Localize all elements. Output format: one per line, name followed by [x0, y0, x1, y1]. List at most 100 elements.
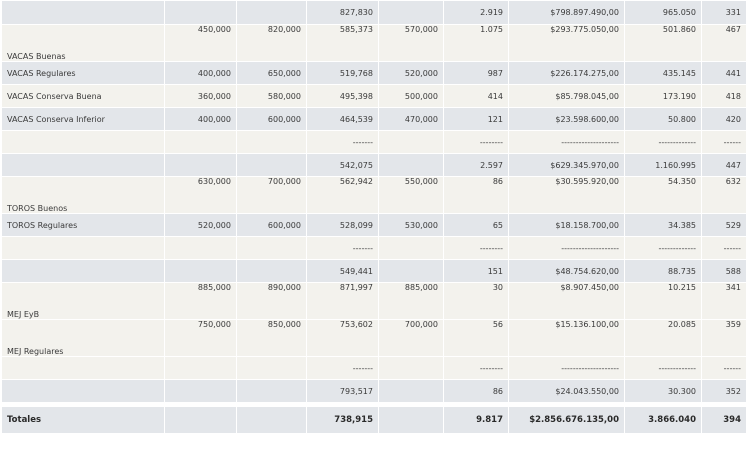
head-count-cell: 30 [443, 282, 509, 320]
head-count-cell: 414 [443, 84, 509, 108]
head-count-cell: 86 [443, 379, 509, 403]
avg-price-cell: ------- [306, 356, 379, 380]
kilos-cell: ------------- [624, 236, 702, 260]
head-count-cell: 65 [443, 213, 509, 237]
mode-price-cell: 500,000 [378, 84, 444, 108]
category-cell [1, 153, 165, 177]
min-price-cell: 630,000 [164, 176, 237, 214]
head-count-cell: 151 [443, 259, 509, 283]
max-price-cell [236, 379, 307, 403]
min-price-cell: 400,000 [164, 107, 237, 131]
max-price-cell: 600,000 [236, 107, 307, 131]
amount-cell: $15.136.100,00 [508, 319, 625, 357]
max-price-cell [236, 130, 307, 154]
mode-price-cell: 530,000 [378, 213, 444, 237]
min-price-cell [164, 236, 237, 260]
amount-cell: $629.345.970,00 [508, 153, 625, 177]
kilos-cell: 54.350 [624, 176, 702, 214]
table-row: MEJ Regulares 750,000 850,000 753,602 70… [1, 319, 747, 357]
category-cell: TOROS Buenos [1, 176, 165, 214]
amount-cell: $8.907.450,00 [508, 282, 625, 320]
max-price-cell: 820,000 [236, 24, 307, 62]
mode-price-cell: 550,000 [378, 176, 444, 214]
avg-price-cell: 464,539 [306, 107, 379, 131]
head-count-cell: 86 [443, 176, 509, 214]
livestock-summary-table: 827,830 2.919 $798.897.490,00 965.050 33… [1, 0, 747, 434]
category-cell: VACAS Conserva Buena [1, 84, 165, 108]
avg-weight-cell: 359 [701, 319, 747, 357]
head-count-cell: -------- [443, 236, 509, 260]
category-cell: VACAS Conserva Inferior [1, 107, 165, 131]
min-price-cell: 400,000 [164, 61, 237, 85]
max-price-cell [236, 406, 307, 434]
max-price-cell: 650,000 [236, 61, 307, 85]
avg-weight-cell: 352 [701, 379, 747, 403]
table-row: 827,830 2.919 $798.897.490,00 965.050 33… [1, 0, 747, 25]
avg-price-cell: ------- [306, 236, 379, 260]
min-price-cell: 750,000 [164, 319, 237, 357]
avg-weight-cell: 420 [701, 107, 747, 131]
avg-price-cell: ------- [306, 130, 379, 154]
subtotal-row: 793,517 86 $24.043.550,00 30.300 352 [1, 379, 747, 403]
mode-price-cell [378, 0, 444, 25]
table-row: VACAS Regulares 400,000 650,000 519,768 … [1, 61, 747, 85]
avg-weight-cell: 447 [701, 153, 747, 177]
avg-price-cell: 549,441 [306, 259, 379, 283]
max-price-cell [236, 356, 307, 380]
head-count-cell: -------- [443, 356, 509, 380]
avg-price-cell: 585,373 [306, 24, 379, 62]
max-price-cell: 600,000 [236, 213, 307, 237]
avg-weight-cell: 394 [701, 406, 747, 434]
min-price-cell [164, 259, 237, 283]
amount-cell: $30.595.920,00 [508, 176, 625, 214]
totals-label: Totales [1, 406, 165, 434]
avg-weight-cell: 418 [701, 84, 747, 108]
category-cell: MEJ Regulares [1, 319, 165, 357]
head-count-cell: 2.597 [443, 153, 509, 177]
min-price-cell: 450,000 [164, 24, 237, 62]
amount-cell: $2.856.676.135,00 [508, 406, 625, 434]
head-count-cell: 2.919 [443, 0, 509, 25]
amount-cell: $18.158.700,00 [508, 213, 625, 237]
min-price-cell [164, 379, 237, 403]
kilos-cell: ------------- [624, 356, 702, 380]
max-price-cell [236, 0, 307, 25]
avg-price-cell: 562,942 [306, 176, 379, 214]
avg-weight-cell: 529 [701, 213, 747, 237]
amount-cell: $293.775.050,00 [508, 24, 625, 62]
mode-price-cell: 570,000 [378, 24, 444, 62]
subtotal-row: 542,075 2.597 $629.345.970,00 1.160.995 … [1, 153, 747, 177]
table-row: TOROS Regulares 520,000 600,000 528,099 … [1, 213, 747, 237]
avg-weight-cell: 467 [701, 24, 747, 62]
category-cell [1, 379, 165, 403]
table-row: VACAS Conserva Buena 360,000 580,000 495… [1, 84, 747, 108]
category-cell [1, 0, 165, 25]
kilos-cell: ------------- [624, 130, 702, 154]
head-count-cell: 987 [443, 61, 509, 85]
max-price-cell: 700,000 [236, 176, 307, 214]
avg-price-cell: 753,602 [306, 319, 379, 357]
max-price-cell [236, 259, 307, 283]
kilos-cell: 30.300 [624, 379, 702, 403]
amount-cell: -------------------- [508, 130, 625, 154]
head-count-cell: 1.075 [443, 24, 509, 62]
min-price-cell [164, 153, 237, 177]
category-cell [1, 259, 165, 283]
avg-price-cell: 827,830 [306, 0, 379, 25]
max-price-cell: 850,000 [236, 319, 307, 357]
mode-price-cell [378, 153, 444, 177]
head-count-cell: 121 [443, 107, 509, 131]
kilos-cell: 20.085 [624, 319, 702, 357]
mode-price-cell [378, 406, 444, 434]
table-row: VACAS Buenas 450,000 820,000 585,373 570… [1, 24, 747, 62]
totals-row: Totales 738,915 9.817 $2.856.676.135,00 … [1, 406, 747, 434]
avg-weight-cell: ------ [701, 236, 747, 260]
amount-cell: $798.897.490,00 [508, 0, 625, 25]
mode-price-cell: 470,000 [378, 107, 444, 131]
mode-price-cell [378, 356, 444, 380]
separator-row: ------- -------- -------------------- --… [1, 130, 747, 154]
kilos-cell: 435.145 [624, 61, 702, 85]
max-price-cell: 890,000 [236, 282, 307, 320]
head-count-cell: 56 [443, 319, 509, 357]
min-price-cell: 520,000 [164, 213, 237, 237]
